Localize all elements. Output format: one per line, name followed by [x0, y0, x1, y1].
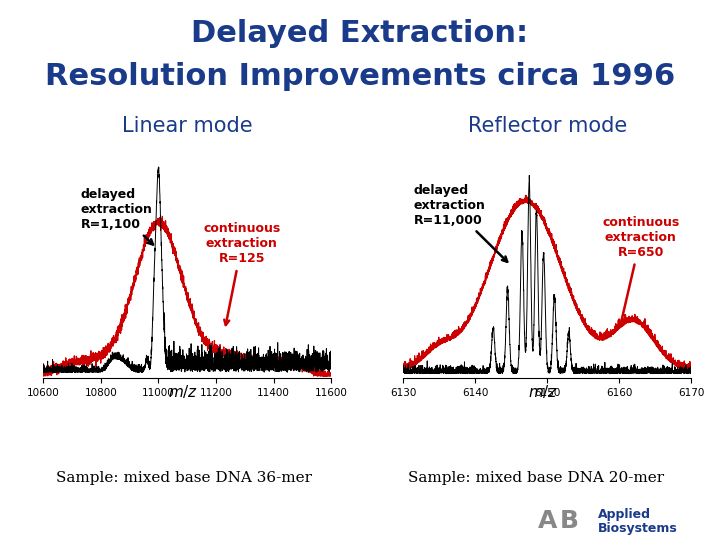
Title: Linear mode: Linear mode — [122, 116, 253, 136]
Text: Delayed Extraction:: Delayed Extraction: — [192, 19, 528, 48]
Text: Sample: mixed base DNA 36-mer: Sample: mixed base DNA 36-mer — [55, 471, 312, 485]
Text: delayed
extraction
R=1,100: delayed extraction R=1,100 — [81, 188, 153, 245]
Text: $m/z$: $m/z$ — [168, 383, 199, 400]
Text: Biosystems: Biosystems — [598, 522, 678, 535]
Text: continuous
extraction
R=125: continuous extraction R=125 — [203, 222, 281, 325]
Text: Applied: Applied — [598, 508, 651, 521]
Text: Resolution Improvements circa 1996: Resolution Improvements circa 1996 — [45, 62, 675, 91]
Text: B: B — [559, 509, 578, 533]
Text: continuous
extraction
R=650: continuous extraction R=650 — [602, 216, 680, 325]
Text: A: A — [538, 509, 557, 533]
Text: Sample: mixed base DNA 20-mer: Sample: mixed base DNA 20-mer — [408, 471, 665, 485]
Text: delayed
extraction
R=11,000: delayed extraction R=11,000 — [414, 184, 507, 262]
Title: Reflector mode: Reflector mode — [467, 116, 627, 136]
Text: $m/z$: $m/z$ — [528, 383, 559, 400]
